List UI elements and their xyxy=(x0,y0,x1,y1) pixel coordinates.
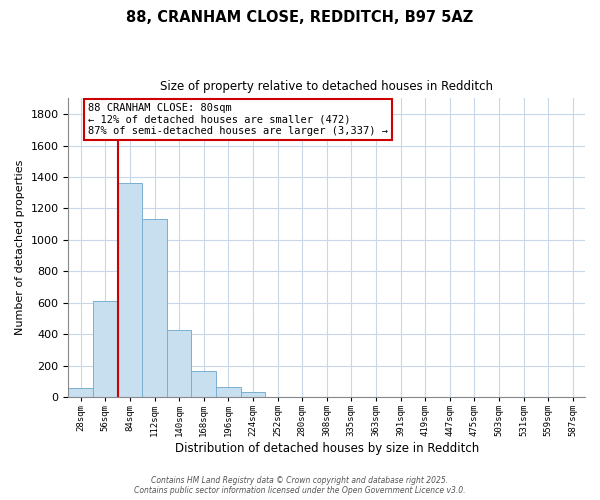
Text: 88 CRANHAM CLOSE: 80sqm
← 12% of detached houses are smaller (472)
87% of semi-d: 88 CRANHAM CLOSE: 80sqm ← 12% of detache… xyxy=(88,103,388,136)
X-axis label: Distribution of detached houses by size in Redditch: Distribution of detached houses by size … xyxy=(175,442,479,455)
Bar xyxy=(93,302,118,397)
Text: Contains HM Land Registry data © Crown copyright and database right 2025.
Contai: Contains HM Land Registry data © Crown c… xyxy=(134,476,466,495)
Title: Size of property relative to detached houses in Redditch: Size of property relative to detached ho… xyxy=(160,80,493,93)
Bar xyxy=(142,220,167,397)
Bar xyxy=(68,388,93,397)
Bar xyxy=(216,387,241,397)
Y-axis label: Number of detached properties: Number of detached properties xyxy=(15,160,25,336)
Bar xyxy=(167,330,191,397)
Bar xyxy=(241,392,265,397)
Text: 88, CRANHAM CLOSE, REDDITCH, B97 5AZ: 88, CRANHAM CLOSE, REDDITCH, B97 5AZ xyxy=(127,10,473,25)
Bar xyxy=(191,370,216,397)
Bar xyxy=(118,184,142,397)
